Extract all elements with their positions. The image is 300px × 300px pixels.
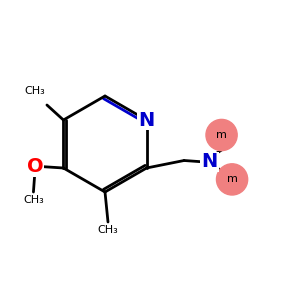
Text: CH₃: CH₃ bbox=[25, 86, 45, 96]
Text: CH₃: CH₃ bbox=[23, 195, 44, 205]
Text: m: m bbox=[216, 130, 227, 140]
Circle shape bbox=[206, 119, 237, 151]
Text: N: N bbox=[138, 110, 155, 130]
Text: O: O bbox=[27, 157, 43, 176]
Text: CH₃: CH₃ bbox=[98, 225, 118, 235]
Text: m: m bbox=[226, 174, 238, 184]
Circle shape bbox=[217, 164, 248, 195]
Text: N: N bbox=[201, 152, 218, 172]
